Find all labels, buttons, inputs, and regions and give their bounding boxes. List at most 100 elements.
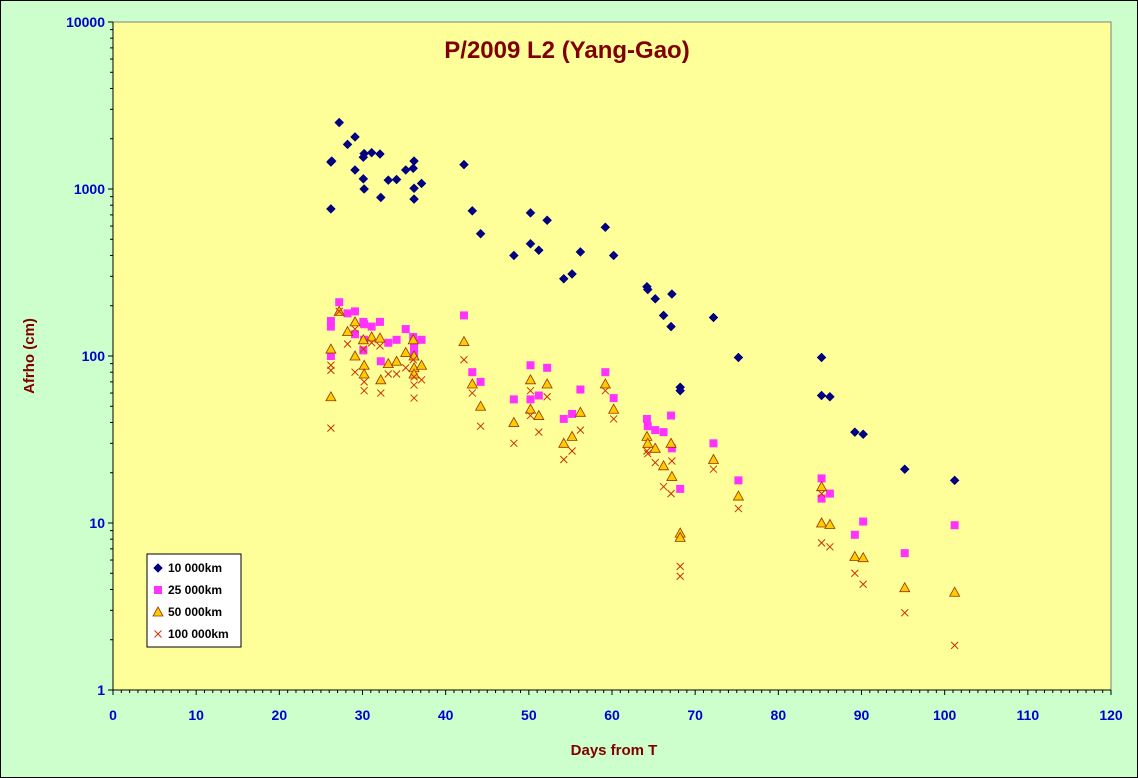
x-marker-stroke xyxy=(667,489,675,498)
data-point xyxy=(649,442,661,453)
x-marker-stroke xyxy=(651,458,660,467)
data-point xyxy=(850,530,859,539)
x-marker-stroke xyxy=(392,370,401,378)
y-tick-label: 1000 xyxy=(74,181,105,197)
data-point xyxy=(609,415,618,423)
data-point xyxy=(534,391,543,400)
data-point xyxy=(825,391,835,402)
x-marker-stroke xyxy=(950,641,959,650)
data-point xyxy=(676,572,685,581)
data-point xyxy=(665,437,677,448)
data-point xyxy=(351,330,360,339)
data-point xyxy=(543,392,551,401)
data-point xyxy=(407,333,419,345)
x-marker-stroke xyxy=(460,355,468,364)
series-0 xyxy=(326,117,960,486)
data-point xyxy=(390,355,403,366)
plot-area xyxy=(112,21,1112,691)
data-point xyxy=(732,490,745,501)
data-point xyxy=(417,375,426,384)
data-point xyxy=(384,370,393,378)
data-point xyxy=(576,426,585,434)
data-point xyxy=(643,422,652,431)
data-point xyxy=(643,447,651,455)
data-point xyxy=(335,298,344,307)
data-point xyxy=(899,581,911,593)
data-point xyxy=(817,489,826,498)
data-point xyxy=(599,378,612,389)
legend-label: 50 000km xyxy=(168,605,222,619)
data-point xyxy=(950,641,959,650)
data-point xyxy=(375,192,386,203)
legend-label: 100 000km xyxy=(168,627,229,641)
data-point xyxy=(609,394,618,403)
data-point xyxy=(476,422,485,431)
x-marker-stroke xyxy=(343,340,352,348)
series-2 xyxy=(325,305,961,597)
x-marker-stroke xyxy=(817,539,826,547)
data-point xyxy=(826,542,834,551)
data-point xyxy=(351,325,359,333)
data-point xyxy=(359,346,368,355)
data-point xyxy=(675,385,686,396)
data-point xyxy=(526,395,535,404)
data-point xyxy=(375,374,387,385)
data-point xyxy=(376,389,385,397)
data-point xyxy=(849,550,861,561)
data-point xyxy=(382,357,394,369)
data-point xyxy=(533,245,544,256)
data-point xyxy=(360,378,369,386)
axes: 0 10 20 30 40 50 60 70 80 90 100 110 120110100100010… xyxy=(66,14,1123,723)
x-marker-stroke xyxy=(409,355,418,364)
x-marker-stroke xyxy=(327,366,335,375)
data-point xyxy=(526,386,535,395)
data-point xyxy=(525,207,536,218)
data-point xyxy=(643,449,652,458)
data-point xyxy=(401,363,410,372)
x-tick-label: 100 xyxy=(933,707,957,723)
x-tick-label: 20 xyxy=(272,707,288,723)
data-point xyxy=(642,437,654,448)
data-point xyxy=(815,480,828,492)
x-tick-label: 30 xyxy=(355,707,371,723)
data-point xyxy=(400,346,412,357)
legend-label: 25 000km xyxy=(168,583,222,597)
data-point xyxy=(526,411,535,420)
data-point xyxy=(734,504,743,513)
data-point xyxy=(533,409,545,420)
data-point xyxy=(709,465,718,474)
x-marker-stroke xyxy=(351,325,359,333)
data-point xyxy=(543,363,552,372)
x-marker-stroke xyxy=(900,608,909,617)
data-point xyxy=(558,437,570,448)
data-point xyxy=(415,359,428,370)
legend-marker xyxy=(154,630,162,638)
data-point xyxy=(667,444,676,453)
x-marker-stroke xyxy=(817,489,826,498)
x-tick-label: 60 xyxy=(604,707,620,723)
x-marker-stroke xyxy=(850,569,859,578)
data-point xyxy=(383,175,394,185)
data-point xyxy=(376,357,385,366)
y-tick-label: 10000 xyxy=(66,14,105,30)
x-tick-label: 40 xyxy=(438,707,454,723)
data-point xyxy=(659,428,668,437)
data-point xyxy=(358,174,369,184)
x-marker-stroke xyxy=(401,363,410,372)
y-tick-label: 100 xyxy=(82,348,106,364)
data-point xyxy=(360,320,369,329)
data-point xyxy=(467,205,478,216)
x-marker-stroke xyxy=(576,426,585,434)
x-marker-stroke xyxy=(360,386,369,395)
data-point xyxy=(391,174,402,185)
legend-marker xyxy=(152,606,164,617)
data-point xyxy=(849,427,860,437)
data-point xyxy=(559,414,568,423)
x-marker-stroke xyxy=(410,394,418,402)
x-marker-stroke xyxy=(410,381,418,389)
x-marker-stroke xyxy=(676,572,685,581)
data-point xyxy=(541,378,553,389)
data-point xyxy=(326,322,335,331)
data-point xyxy=(524,403,537,414)
legend-marker xyxy=(154,586,162,594)
